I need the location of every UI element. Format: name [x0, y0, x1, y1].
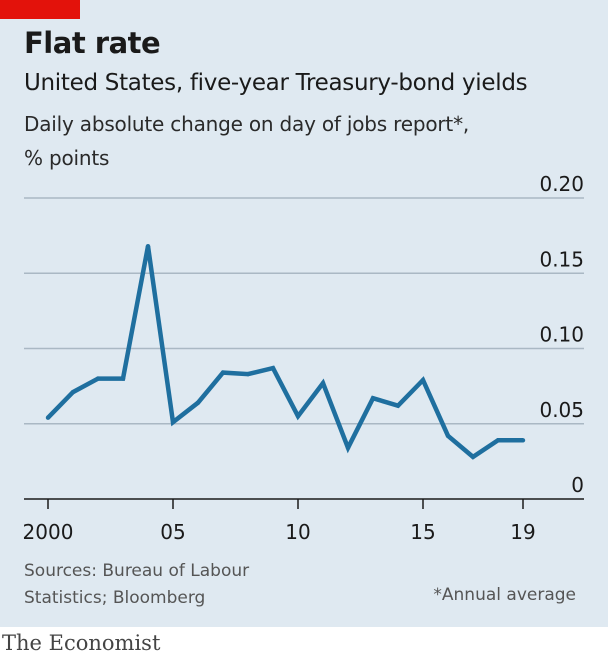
data-point: [145, 243, 151, 249]
data-point: [195, 400, 201, 405]
y-tick-label: 0.10: [539, 323, 584, 347]
data-point: [345, 445, 351, 451]
data-point: [370, 395, 376, 401]
data-point: [520, 438, 526, 443]
y-tick-label: 0.05: [539, 398, 584, 422]
data-point: [270, 365, 276, 371]
data-point: [45, 415, 51, 420]
x-tick-label: 2000: [23, 520, 74, 544]
x-tick-label: 19: [510, 520, 535, 544]
footnote: *Annual average: [433, 585, 576, 605]
chart-subtitle: United States, five-year Treasury-bond y…: [24, 70, 528, 96]
chart-panel: [0, 0, 608, 627]
data-point: [470, 454, 476, 460]
data-point: [420, 377, 426, 383]
data-point: [170, 420, 176, 425]
data-point: [445, 433, 451, 438]
x-axis: 2000 05 10 15 19: [23, 498, 584, 544]
data-point: [245, 371, 251, 377]
brand-red-tag: [0, 0, 80, 19]
data-point: [70, 389, 76, 395]
data-point: [295, 414, 301, 419]
data-point: [120, 376, 126, 381]
data-point: [320, 380, 326, 386]
y-tick-label: 0: [571, 473, 584, 497]
line-chart: 0 0.05 0.10 0.15 0.20 2000 05 10 15 19: [23, 172, 584, 544]
series-line: [46, 245, 523, 460]
x-tick-label: 10: [285, 520, 310, 544]
data-point: [95, 376, 101, 381]
y-tick-labels: 0 0.05 0.10 0.15 0.20: [539, 172, 584, 497]
y-tick-label: 0.20: [539, 172, 584, 196]
data-point: [495, 438, 501, 443]
y-tick-label: 0.15: [539, 247, 584, 271]
chart-description: Daily absolute change on day of jobs rep…: [24, 107, 469, 175]
series-layer: [45, 243, 526, 460]
x-tick-label: 15: [410, 520, 435, 544]
publisher-logo: The Economist: [2, 631, 161, 655]
data-point: [395, 403, 401, 408]
description-line-1: Daily absolute change on day of jobs rep…: [24, 112, 470, 136]
description-line-2: % points: [24, 146, 110, 170]
x-tick-label: 05: [160, 520, 185, 544]
source-line-2: Statistics; Bloomberg: [24, 588, 206, 608]
gridlines: [24, 197, 584, 425]
source-note: Sources: Bureau of Labour Statistics; Bl…: [24, 558, 249, 612]
source-line-1: Sources: Bureau of Labour: [24, 561, 250, 581]
chart-title: Flat rate: [24, 26, 161, 60]
data-point: [220, 370, 226, 375]
